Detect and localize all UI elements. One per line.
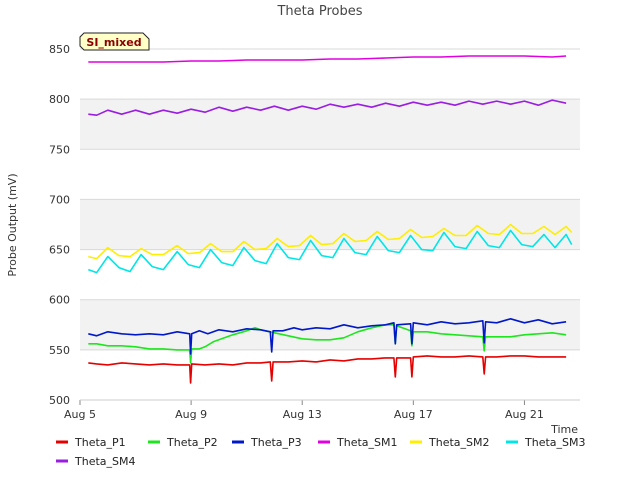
y-axis: 500 550 600 650 700 750 800 850 bbox=[49, 43, 70, 407]
badge-label: SI_mixed bbox=[86, 36, 141, 49]
series-line-theta-sm1 bbox=[88, 55, 567, 63]
legend-item: Theta_SM3 bbox=[506, 436, 585, 449]
y-tick-label: 600 bbox=[49, 294, 70, 307]
legend-label: Theta_P3 bbox=[250, 436, 302, 449]
x-tick-label: Aug 5 bbox=[64, 408, 96, 421]
grid-band bbox=[80, 299, 580, 350]
plot-background bbox=[80, 49, 580, 400]
legend-item: Theta_P2 bbox=[148, 436, 218, 449]
legend-label: Theta_SM2 bbox=[428, 436, 489, 449]
y-tick-label: 850 bbox=[49, 43, 70, 56]
y-tick-label: 800 bbox=[49, 93, 70, 106]
legend-item: Theta_P3 bbox=[232, 436, 302, 449]
chart-title: Theta Probes bbox=[276, 4, 362, 19]
legend-label: Theta_SM1 bbox=[336, 436, 397, 449]
series-line-theta-sm4 bbox=[88, 99, 567, 116]
series-line-theta-p2 bbox=[88, 323, 567, 364]
y-axis-label: Probe Output (mV) bbox=[6, 173, 19, 276]
grid-band bbox=[80, 199, 580, 250]
si-mixed-badge: SI_mixed bbox=[79, 32, 150, 51]
series-layer bbox=[88, 55, 573, 384]
legend-item: Theta_SM1 bbox=[318, 436, 397, 449]
legend-label: Theta_SM4 bbox=[74, 455, 135, 468]
series-line-theta-p1 bbox=[88, 355, 567, 384]
legend-label: Theta_P1 bbox=[74, 436, 126, 449]
x-axis: Aug 5 Aug 9 Aug 13 Aug 17 Aug 21 bbox=[64, 399, 580, 421]
y-tick-label: 550 bbox=[49, 344, 70, 357]
y-tick-label: 500 bbox=[49, 394, 70, 407]
legend-item: Theta_P1 bbox=[56, 436, 126, 449]
legend-item: Theta_SM2 bbox=[410, 436, 489, 449]
x-tick-label: Aug 21 bbox=[505, 408, 544, 421]
x-tick-label: Aug 13 bbox=[283, 408, 322, 421]
y-tick-label: 700 bbox=[49, 193, 70, 206]
legend-label: Theta_P2 bbox=[166, 436, 218, 449]
grid-band bbox=[80, 99, 580, 150]
legend-label: Theta_SM3 bbox=[524, 436, 585, 449]
y-tick-label: 750 bbox=[49, 143, 70, 156]
x-tick-label: Aug 9 bbox=[175, 408, 207, 421]
x-tick-label: Aug 17 bbox=[394, 408, 433, 421]
x-axis-label: Time bbox=[550, 423, 578, 436]
y-tick-label: 650 bbox=[49, 244, 70, 257]
series-line-theta-sm3 bbox=[88, 229, 573, 274]
legend: Theta_P1 Theta_P2 Theta_P3 Theta_SM1 Theta_S… bbox=[56, 436, 585, 468]
series-line-theta-sm2 bbox=[88, 223, 573, 260]
series-line-theta-p3 bbox=[88, 317, 567, 355]
legend-item: Theta_SM4 bbox=[56, 455, 135, 468]
